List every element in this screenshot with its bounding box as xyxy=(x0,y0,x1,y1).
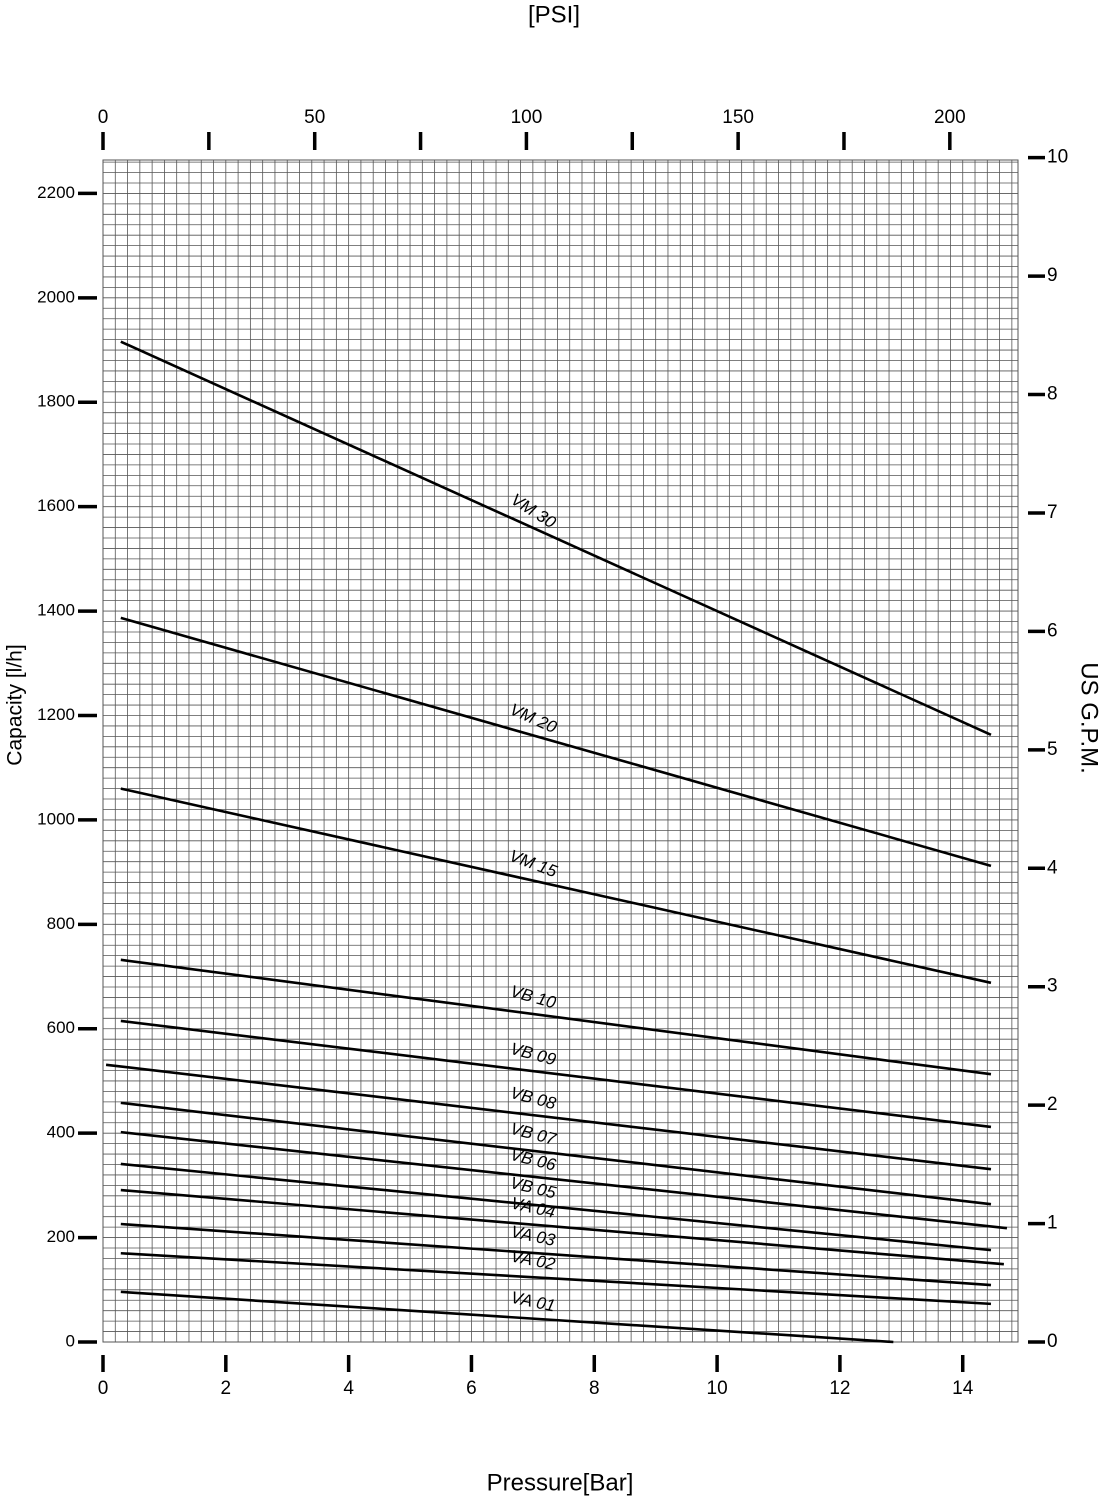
y2-tick-label: 8 xyxy=(1047,384,1058,405)
y2-tick-label: 0 xyxy=(1047,1331,1058,1352)
series-line xyxy=(120,1222,992,1287)
x-tick-label: 2 xyxy=(221,1378,232,1399)
y2-tick-label: 3 xyxy=(1047,976,1058,997)
y2-tick-label: 6 xyxy=(1047,620,1058,641)
y-tick-label: 400 xyxy=(47,1123,75,1142)
y-tick-label: 600 xyxy=(47,1018,75,1037)
y2-axis-title: US G.P.M. xyxy=(1076,662,1103,774)
x-tick-label: 0 xyxy=(98,1378,109,1399)
x-tick-label: 12 xyxy=(829,1378,850,1399)
series-line xyxy=(120,958,992,1076)
x-tick-label: 8 xyxy=(589,1378,600,1399)
y-tick-label: 1200 xyxy=(37,705,75,724)
x2-tick-label: 0 xyxy=(98,107,109,128)
series-line xyxy=(120,1019,992,1129)
y-tick-label: 1000 xyxy=(37,809,75,828)
x2-tick-label: 200 xyxy=(934,107,966,128)
y-tick-label: 800 xyxy=(47,914,75,933)
x-tick-label: 4 xyxy=(343,1378,354,1399)
series-line xyxy=(120,787,992,985)
series-line xyxy=(120,1162,992,1252)
x-axis-title: Pressure[Bar] xyxy=(487,1469,634,1496)
y-axis-title: Capacity [l/h] xyxy=(4,644,27,765)
series-line xyxy=(120,1101,992,1206)
series-line xyxy=(105,1063,992,1171)
x-tick-label: 10 xyxy=(707,1378,728,1399)
series-line xyxy=(120,1290,894,1344)
y2-tick-label: 9 xyxy=(1047,265,1058,286)
x2-tick-label: 100 xyxy=(511,107,543,128)
x2-tick-label: 150 xyxy=(722,107,754,128)
y2-tick-label: 5 xyxy=(1047,739,1058,760)
series-line xyxy=(120,1130,1008,1230)
x2-tick-label: 50 xyxy=(304,107,325,128)
series-line xyxy=(120,1251,992,1306)
y-tick-label: 200 xyxy=(47,1227,75,1246)
series-line xyxy=(120,340,992,737)
y2-tick-label: 4 xyxy=(1047,857,1058,878)
y-tick-label: 1600 xyxy=(37,496,75,515)
x-tick-label: 6 xyxy=(466,1378,477,1399)
y2-tick-label: 7 xyxy=(1047,502,1058,523)
x-tick-label: 14 xyxy=(952,1378,974,1399)
y-tick-label: 1800 xyxy=(37,392,75,411)
y-tick-label: 0 xyxy=(66,1331,75,1350)
y-tick-label: 1400 xyxy=(37,601,75,620)
y2-tick-label: 2 xyxy=(1047,1094,1058,1115)
plot-border xyxy=(102,159,1019,1343)
y2-tick-label: 1 xyxy=(1047,1213,1058,1234)
y-tick-label: 2200 xyxy=(37,183,75,202)
series-line xyxy=(120,616,992,868)
y2-tick-label: 10 xyxy=(1047,147,1068,168)
x2-axis-title: [PSI] xyxy=(528,1,580,28)
y-tick-label: 2000 xyxy=(37,287,75,306)
series-line xyxy=(120,1188,1004,1266)
